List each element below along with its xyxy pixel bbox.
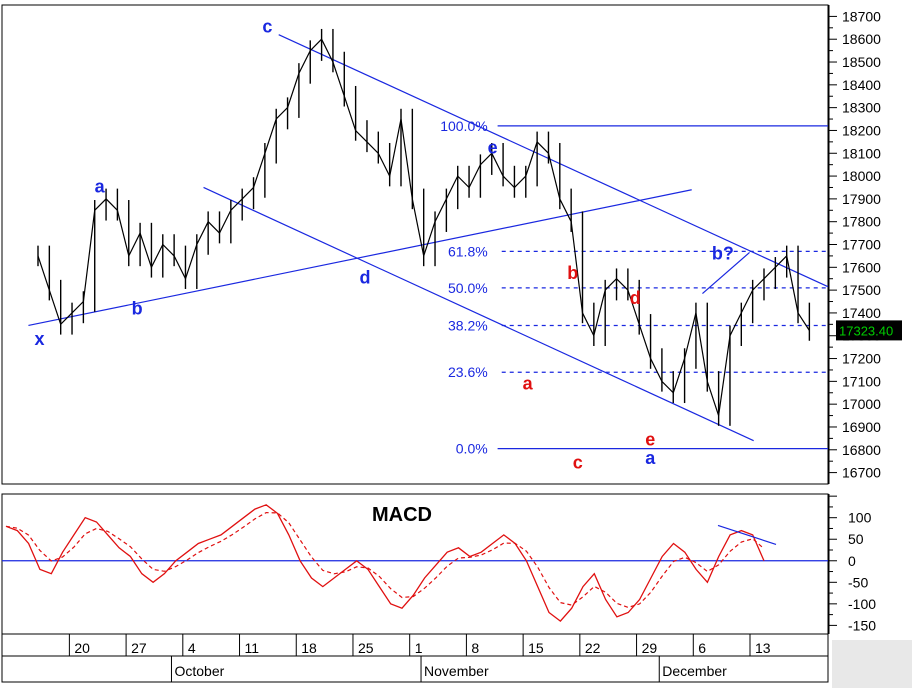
day-tick-label: 22 [585,640,601,656]
price-tick-label: 18500 [842,54,881,70]
time-axis-frame [1,633,829,683]
axis-corner [832,640,912,688]
macd-trend-line [717,524,777,545]
wave-label: c [573,452,583,472]
wave-label: a [95,176,106,196]
macd-tick-label: -100 [848,596,876,612]
macd-tick-label: 0 [848,553,856,569]
price-tick-label: 17200 [842,351,881,367]
fib-level-label: 23.6% [448,364,488,380]
price-tick-label: 18400 [842,77,881,93]
day-tick-label: 18 [301,640,317,656]
price-tick-label: 17600 [842,259,881,275]
month-tick-label: December [662,663,727,679]
price-tick-label: 16900 [842,419,881,435]
macd-tick-label: -150 [848,617,876,633]
price-tick-label: 18300 [842,100,881,116]
fib-level-label: 100.0% [440,118,487,134]
fib-level-label: 61.8% [448,243,488,259]
wave-label: a [523,374,534,394]
wave-label: x [35,329,45,349]
trend-line [203,186,754,442]
day-tick-label: 6 [698,640,706,656]
wave-label: e [645,430,655,450]
price-tick-label: 17000 [842,396,881,412]
month-tick-label: October [174,663,224,679]
wave-label: e [488,138,498,158]
fib-level-label: 38.2% [448,317,488,333]
day-tick-label: 8 [471,640,479,656]
wave-label: d [359,268,370,288]
price-tick-label: 18000 [842,168,881,184]
price-tick-label: 17500 [842,282,881,298]
month-tick-label: November [424,663,489,679]
wave-label: c [262,17,272,37]
macd-tick-label: -50 [848,574,868,590]
macd-signal-line [5,511,765,609]
price-tick-label: 18100 [842,145,881,161]
trend-line [702,252,750,294]
wave-label: b [567,263,578,283]
price-tick-label: 16700 [842,465,881,481]
trend-line [28,189,692,327]
day-tick-label: 20 [74,640,90,656]
day-tick-label: 27 [131,640,147,656]
price-panel: 1670016800169001700017100172001730017400… [1,4,902,485]
day-tick-label: 29 [642,640,658,656]
day-tick-label: 11 [245,640,260,656]
fib-level-label: 0.0% [456,441,488,457]
price-tick-label: 17400 [842,305,881,321]
wave-label: d [630,288,641,308]
day-tick-label: 15 [528,640,544,656]
price-tick-label: 17100 [842,373,881,389]
macd-title: MACD [372,504,432,526]
macd-line [5,504,765,622]
price-tick-label: 17900 [842,191,881,207]
price-tick-label: 18700 [842,8,881,24]
wave-label: b? [712,244,734,264]
wave-label: b [132,298,143,318]
price-line [37,38,810,416]
price-tick-label: 18600 [842,31,881,47]
price-panel-frame [1,4,829,485]
day-tick-label: 1 [415,640,423,656]
last-price-box [836,320,902,341]
day-tick-label: 25 [358,640,374,656]
macd-tick-label: 50 [848,531,864,547]
price-tick-label: 17800 [842,214,881,230]
macd-panel: 100 50 0 -50 -100 -150 MACD [1,493,876,635]
price-tick-label: 16800 [842,442,881,458]
price-tick-label: 18200 [842,122,881,138]
day-tick-label: 4 [188,640,196,656]
trend-line [278,34,829,288]
day-tick-label: 13 [755,640,771,656]
last-price-label: 17323.40 [839,323,893,338]
price-tick-label: 17700 [842,237,881,253]
fib-level-label: 50.0% [448,280,488,296]
wave-label: a [645,448,656,468]
macd-tick-label: 100 [848,510,872,526]
